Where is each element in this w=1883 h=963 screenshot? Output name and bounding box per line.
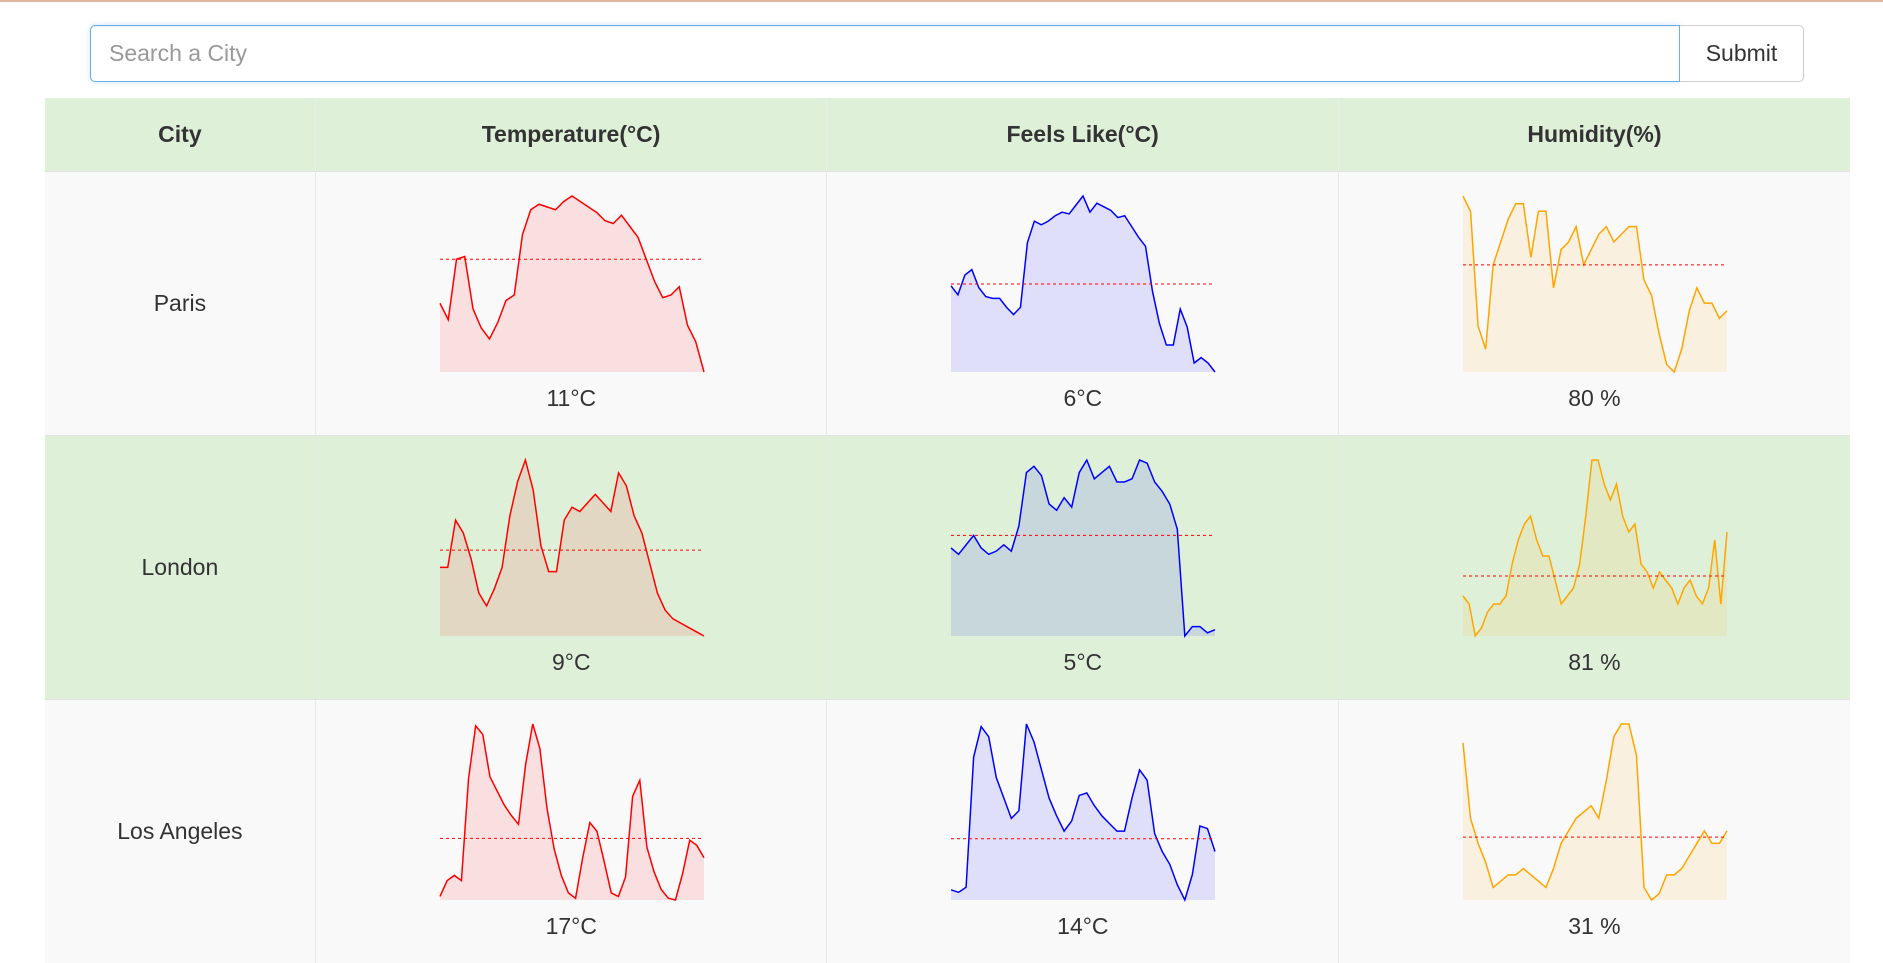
temperature-chart-wrap: 17°C — [316, 700, 827, 963]
top-accent-rule — [0, 0, 1883, 2]
humidity-cell: 80 % — [1338, 172, 1850, 436]
temperature-cell: 11°C — [315, 172, 827, 436]
humidity-area — [1463, 196, 1727, 372]
temperature-sparkline — [440, 456, 704, 636]
humidity-cell: 31 % — [1338, 700, 1850, 963]
humidity-chart-wrap: 80 % — [1339, 172, 1850, 435]
feels-like-cell: 6°C — [827, 172, 1339, 436]
feels-like-chart-wrap: 14°C — [827, 700, 1338, 963]
search-input[interactable] — [90, 25, 1680, 82]
feels-like-cell: 14°C — [827, 700, 1339, 963]
city-name: London — [45, 436, 315, 700]
humidity-value: 81 % — [1339, 649, 1850, 676]
city-name: Paris — [45, 172, 315, 436]
humidity-area — [1463, 460, 1727, 636]
feels-like-value: 5°C — [827, 649, 1338, 676]
weather-table: City Temperature(°C) Feels Like(°C) Humi… — [45, 98, 1850, 963]
temperature-cell: 17°C — [315, 700, 827, 963]
humidity-value: 31 % — [1339, 913, 1850, 940]
header-feels-like: Feels Like(°C) — [827, 98, 1339, 172]
feels-like-sparkline — [951, 192, 1215, 372]
temperature-value: 9°C — [316, 649, 827, 676]
temperature-area — [440, 724, 704, 900]
city-name: Los Angeles — [45, 700, 315, 963]
feels-like-value: 14°C — [827, 913, 1338, 940]
temperature-value: 17°C — [316, 913, 827, 940]
temperature-sparkline — [440, 192, 704, 372]
humidity-sparkline — [1463, 192, 1727, 372]
table-header-row: City Temperature(°C) Feels Like(°C) Humi… — [45, 98, 1850, 172]
feels-like-chart-wrap: 6°C — [827, 172, 1338, 435]
feels-like-sparkline — [951, 720, 1215, 900]
temperature-cell: 9°C — [315, 436, 827, 700]
temperature-sparkline — [440, 720, 704, 900]
search-bar: Submit — [90, 25, 1804, 82]
humidity-chart-wrap: 81 % — [1339, 436, 1850, 699]
feels-like-cell: 5°C — [827, 436, 1339, 700]
header-temperature: Temperature(°C) — [315, 98, 827, 172]
header-humidity: Humidity(%) — [1338, 98, 1850, 172]
feels-like-chart-wrap: 5°C — [827, 436, 1338, 699]
temperature-area — [440, 196, 704, 372]
temperature-value: 11°C — [316, 385, 827, 412]
temperature-chart-wrap: 9°C — [316, 436, 827, 699]
feels-like-sparkline — [951, 456, 1215, 636]
submit-button[interactable]: Submit — [1680, 25, 1804, 82]
temperature-chart-wrap: 11°C — [316, 172, 827, 435]
humidity-chart-wrap: 31 % — [1339, 700, 1850, 963]
humidity-value: 80 % — [1339, 385, 1850, 412]
feels-like-area — [951, 460, 1215, 636]
humidity-sparkline — [1463, 720, 1727, 900]
feels-like-value: 6°C — [827, 385, 1338, 412]
humidity-sparkline — [1463, 456, 1727, 636]
header-city: City — [45, 98, 315, 172]
humidity-cell: 81 % — [1338, 436, 1850, 700]
